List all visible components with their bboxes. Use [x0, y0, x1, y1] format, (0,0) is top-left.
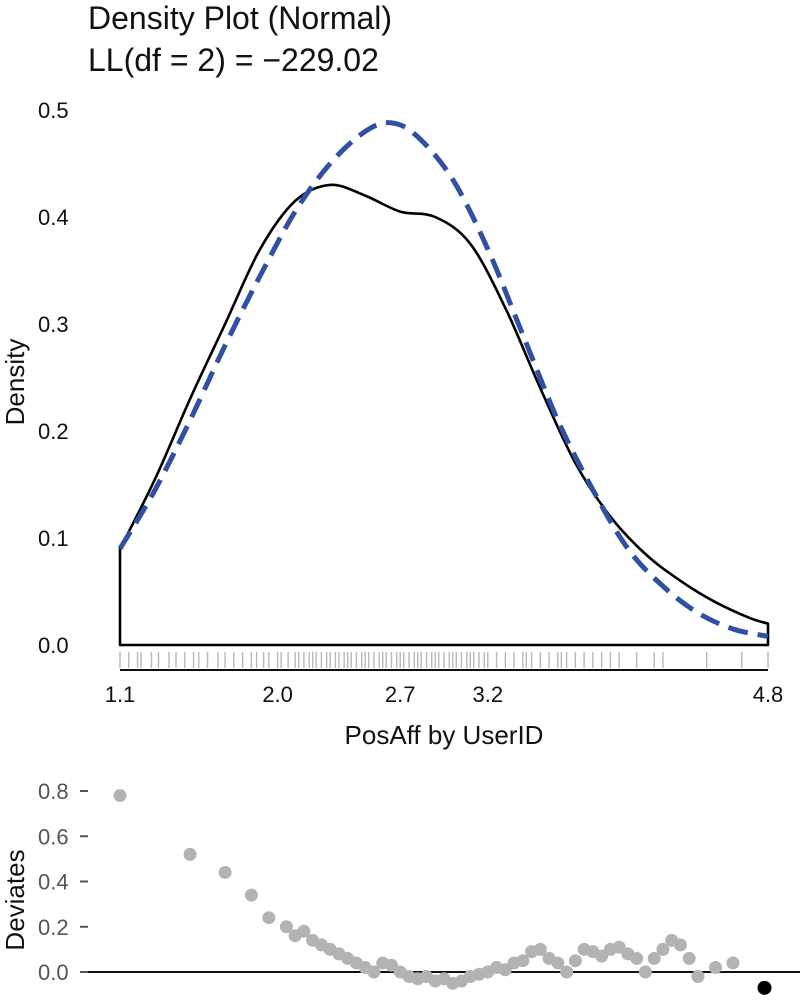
deviate-point	[560, 965, 574, 979]
deviate-point	[279, 920, 293, 934]
chart-subtitle: LL(df = 2) = −229.02	[88, 42, 379, 78]
deviate-point	[691, 970, 705, 984]
deviate-point	[726, 956, 740, 970]
density-x-tick-label: 4.8	[753, 682, 784, 707]
highlighted-deviate-point	[757, 980, 772, 995]
deviate-point	[630, 951, 644, 965]
density-y-tick-label: 0.3	[38, 312, 69, 337]
deviates-y-tick-label: 0.0	[38, 960, 69, 985]
density-y-tick-label: 0.0	[38, 633, 69, 658]
density-y-axis-label: Density	[0, 339, 30, 426]
deviate-point	[113, 789, 127, 803]
deviate-point	[682, 951, 696, 965]
deviate-point	[297, 924, 311, 938]
density-panel: 0.0 0.1 0.2 0.3 0.4 0.5 1.1 2.0 2.7 3.2 4.8	[38, 98, 783, 707]
deviate-point	[262, 911, 276, 925]
deviate-point	[568, 954, 582, 968]
deviates-y-tick-label: 0.2	[38, 915, 69, 940]
density-x-tick-label: 3.2	[472, 682, 503, 707]
observed-density-line	[118, 183, 770, 647]
deviates-y-axis-label: Deviates	[0, 849, 30, 950]
density-x-tick-label: 2.0	[262, 682, 293, 707]
deviates-y-tick-label: 0.4	[38, 870, 69, 895]
deviates-panel: 0.0 0.2 0.4 0.6 0.8	[38, 779, 800, 995]
chart-title: Density Plot (Normal)	[88, 0, 393, 36]
deviate-point	[673, 938, 687, 952]
density-y-tick-label: 0.4	[38, 205, 69, 230]
deviate-point	[218, 865, 232, 879]
deviate-point	[244, 888, 258, 902]
deviate-point	[647, 951, 661, 965]
deviates-y-tick-label: 0.8	[38, 779, 69, 804]
deviates-y-tick-label: 0.6	[38, 824, 69, 849]
deviate-point	[367, 965, 381, 979]
deviate-point	[595, 949, 609, 963]
deviate-point	[183, 847, 197, 861]
density-x-axis-label: PosAff by UserID	[345, 720, 544, 750]
density-y-tick-label: 0.1	[38, 526, 69, 551]
density-y-tick-label: 0.5	[38, 98, 69, 123]
density-x-tick-label: 1.1	[105, 682, 136, 707]
deviate-point	[612, 940, 626, 954]
deviate-point	[638, 965, 652, 979]
deviate-point	[516, 954, 530, 968]
density-y-tick-label: 0.2	[38, 419, 69, 444]
deviate-point	[656, 942, 670, 956]
deviate-point	[498, 963, 512, 977]
normal-fit-line	[117, 120, 769, 639]
deviate-point	[708, 960, 722, 974]
deviate-point	[384, 958, 398, 972]
deviate-point	[533, 942, 547, 956]
deviate-point	[551, 956, 565, 970]
density-x-tick-label: 2.7	[385, 682, 416, 707]
